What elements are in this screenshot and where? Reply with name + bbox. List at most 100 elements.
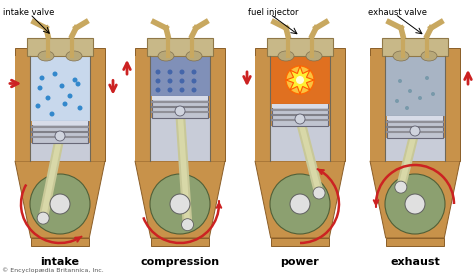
Bar [32, 121, 88, 125]
Polygon shape [286, 66, 314, 94]
Polygon shape [15, 48, 105, 161]
Circle shape [167, 87, 173, 92]
Ellipse shape [38, 51, 54, 61]
Circle shape [150, 174, 210, 234]
Bar [387, 116, 443, 120]
Circle shape [405, 106, 409, 110]
Circle shape [286, 66, 314, 94]
Circle shape [180, 78, 184, 84]
Circle shape [37, 212, 49, 224]
Ellipse shape [66, 51, 82, 61]
Circle shape [75, 81, 81, 86]
Circle shape [290, 194, 310, 214]
Circle shape [73, 78, 78, 83]
Bar [272, 104, 328, 108]
Circle shape [50, 194, 70, 214]
Bar [150, 56, 210, 96]
Text: © Encyclopædia Britannica, Inc.: © Encyclopædia Britannica, Inc. [2, 267, 104, 273]
Ellipse shape [306, 51, 322, 61]
Bar [90, 56, 105, 161]
Text: fuel injector: fuel injector [248, 8, 299, 17]
Text: intake: intake [40, 257, 80, 267]
Circle shape [385, 174, 445, 234]
Text: exhaust valve: exhaust valve [368, 8, 427, 17]
Circle shape [30, 174, 90, 234]
Circle shape [167, 70, 173, 75]
Circle shape [180, 87, 184, 92]
Bar [387, 116, 443, 138]
Circle shape [418, 96, 422, 100]
Text: power: power [281, 257, 319, 267]
Circle shape [405, 194, 425, 214]
Circle shape [410, 126, 420, 136]
Ellipse shape [421, 51, 437, 61]
Circle shape [49, 112, 55, 116]
Bar [370, 56, 385, 161]
Circle shape [425, 76, 429, 80]
Circle shape [36, 104, 40, 108]
Polygon shape [135, 48, 225, 161]
Circle shape [67, 94, 73, 99]
Bar [385, 56, 445, 116]
Circle shape [55, 131, 65, 141]
Circle shape [182, 219, 193, 231]
Bar [270, 56, 330, 104]
Polygon shape [370, 161, 460, 238]
Bar [30, 143, 90, 161]
Bar [272, 104, 328, 126]
Circle shape [175, 106, 185, 116]
Bar [31, 238, 89, 246]
Circle shape [155, 70, 161, 75]
Circle shape [270, 174, 330, 234]
Circle shape [167, 78, 173, 84]
Polygon shape [370, 48, 460, 161]
Bar [147, 38, 213, 56]
Polygon shape [15, 161, 105, 238]
Circle shape [63, 102, 67, 107]
Polygon shape [255, 161, 345, 238]
Bar [267, 38, 333, 56]
Bar [255, 56, 270, 161]
Bar [150, 118, 210, 161]
Circle shape [37, 86, 43, 91]
Circle shape [191, 70, 197, 75]
Bar [210, 56, 225, 161]
Circle shape [191, 87, 197, 92]
Circle shape [155, 78, 161, 84]
Polygon shape [255, 48, 345, 161]
Bar [152, 96, 208, 118]
Bar [270, 126, 330, 161]
Bar [30, 56, 90, 121]
Bar [382, 38, 448, 56]
Bar [386, 238, 444, 246]
Ellipse shape [278, 51, 294, 61]
Circle shape [60, 84, 64, 89]
Circle shape [78, 105, 82, 110]
Circle shape [395, 181, 407, 193]
Bar [330, 56, 345, 161]
Ellipse shape [393, 51, 409, 61]
Bar [135, 56, 150, 161]
Bar [151, 238, 209, 246]
Bar [385, 138, 445, 161]
Circle shape [398, 79, 402, 83]
Circle shape [295, 114, 305, 124]
Text: exhaust: exhaust [390, 257, 440, 267]
Circle shape [53, 71, 57, 76]
Ellipse shape [186, 51, 202, 61]
Circle shape [408, 89, 412, 93]
Circle shape [296, 76, 304, 84]
Circle shape [191, 78, 197, 84]
Circle shape [46, 95, 51, 100]
Bar [445, 56, 460, 161]
Bar [152, 96, 208, 100]
Bar [32, 121, 88, 143]
Circle shape [155, 87, 161, 92]
Ellipse shape [158, 51, 174, 61]
Circle shape [39, 76, 45, 81]
Circle shape [313, 187, 325, 199]
Bar [27, 38, 93, 56]
Text: intake valve: intake valve [3, 8, 55, 17]
Circle shape [180, 70, 184, 75]
Circle shape [395, 99, 399, 103]
